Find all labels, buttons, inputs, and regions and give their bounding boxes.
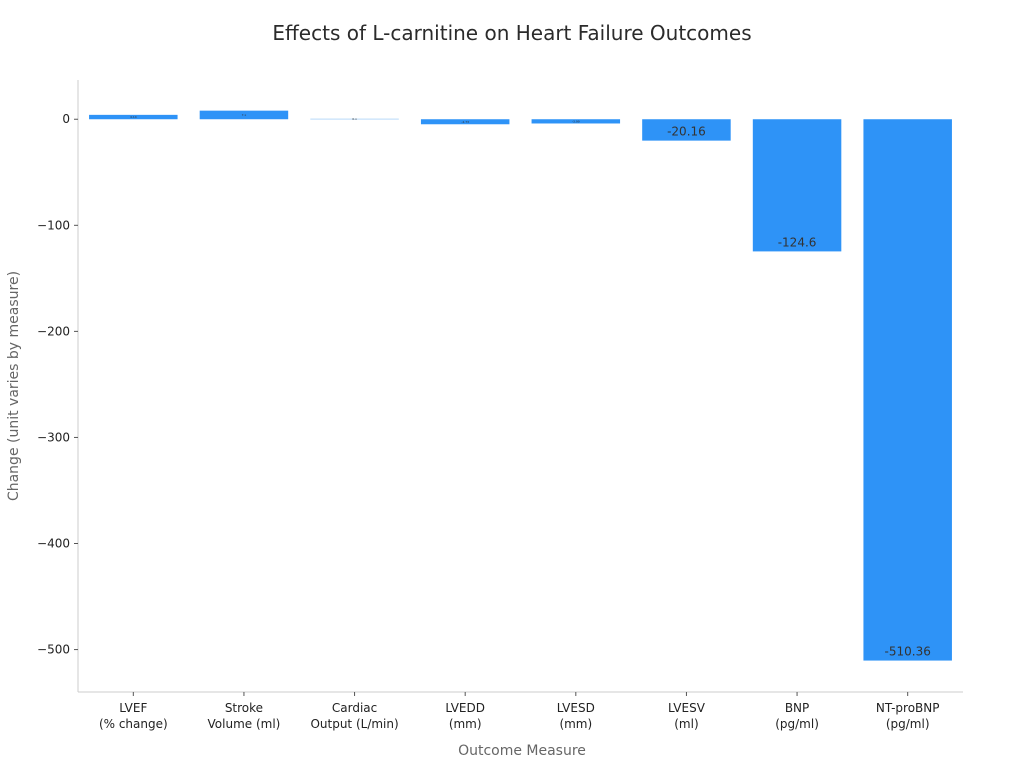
- x-tick-label-3: LVEDD (mm): [445, 701, 485, 731]
- x-tick-label-line: (% change): [99, 717, 168, 731]
- x-tick-label-line: Volume (ml): [208, 717, 281, 731]
- bars-group: [89, 110, 952, 661]
- y-tick-label-1: −100: [37, 218, 70, 232]
- x-tick-label-line: Output (L/min): [310, 717, 398, 731]
- bar-1: [199, 110, 289, 120]
- y-tick-label-0: 0: [62, 112, 70, 126]
- x-tick-label-5: LVESV (ml): [668, 701, 706, 731]
- y-tick-label-2: −200: [37, 324, 70, 338]
- x-tick-label-7: NT-proBNP (pg/ml): [876, 701, 940, 731]
- x-tick-label-4: LVESD (mm): [557, 701, 595, 731]
- chart-title: Effects of L-carnitine on Heart Failure …: [272, 21, 751, 45]
- x-tick-label-line: BNP: [785, 701, 809, 715]
- bar-5: [642, 119, 731, 141]
- value-label-2: 0.x: [352, 117, 357, 121]
- value-label-3: -4.73: [461, 120, 469, 124]
- x-tick-label-line: LVESD: [557, 701, 595, 715]
- value-label-7: -510.36: [885, 645, 931, 659]
- x-tick-label-0: LVEF (% change): [99, 701, 168, 731]
- x-tick-label-line: (mm): [559, 717, 592, 731]
- bar-7: [863, 119, 952, 661]
- value-label-6: -124.6: [778, 235, 817, 249]
- bar-0: [89, 114, 178, 120]
- x-tick-label-line: (mm): [449, 717, 482, 731]
- y-tick-label-3: −300: [37, 430, 70, 444]
- bar-6: [752, 119, 842, 252]
- x-tick-label-line: NT-proBNP: [876, 701, 940, 715]
- x-tick-label-6: BNP (pg/ml): [775, 701, 819, 731]
- y-ticks-group: 0 −100 −200 −300 −400 −500: [37, 112, 78, 657]
- bar-4: [531, 119, 621, 124]
- y-axis-label: Change (unit varies by measure): [6, 271, 22, 501]
- x-tick-label-line: Stroke: [225, 701, 263, 715]
- x-tick-label-line: Cardiac: [332, 701, 377, 715]
- x-tick-label-2: Cardiac Output (L/min): [310, 701, 398, 731]
- x-tick-label-1: Stroke Volume (ml): [208, 701, 281, 731]
- value-label-4: -3.99: [572, 119, 580, 123]
- value-labels-group: 4.14 7.x 0.x -4.73 -3.99 -20.16 -124.6 -510.36: [130, 113, 931, 659]
- bar-2: [310, 118, 399, 120]
- x-axis-label: Outcome Measure: [458, 743, 586, 759]
- value-label-0: 4.14: [130, 115, 137, 119]
- x-tick-label-line: LVESV: [668, 701, 706, 715]
- x-tick-label-line: (pg/ml): [775, 717, 819, 731]
- value-label-1: 7.x: [242, 113, 247, 117]
- x-tick-label-line: (ml): [674, 717, 698, 731]
- x-ticks-group: LVEF (% change) Stroke Volume (ml) Cardiac Ou…: [99, 692, 940, 731]
- x-tick-label-line: LVEDD: [445, 701, 485, 715]
- x-tick-label-line: LVEF: [119, 701, 147, 715]
- value-label-5: -20.16: [667, 125, 706, 139]
- y-tick-label-5: −500: [37, 643, 70, 657]
- x-tick-label-line: (pg/ml): [886, 717, 930, 731]
- bar-3: [420, 119, 510, 125]
- y-tick-label-4: −400: [37, 537, 70, 551]
